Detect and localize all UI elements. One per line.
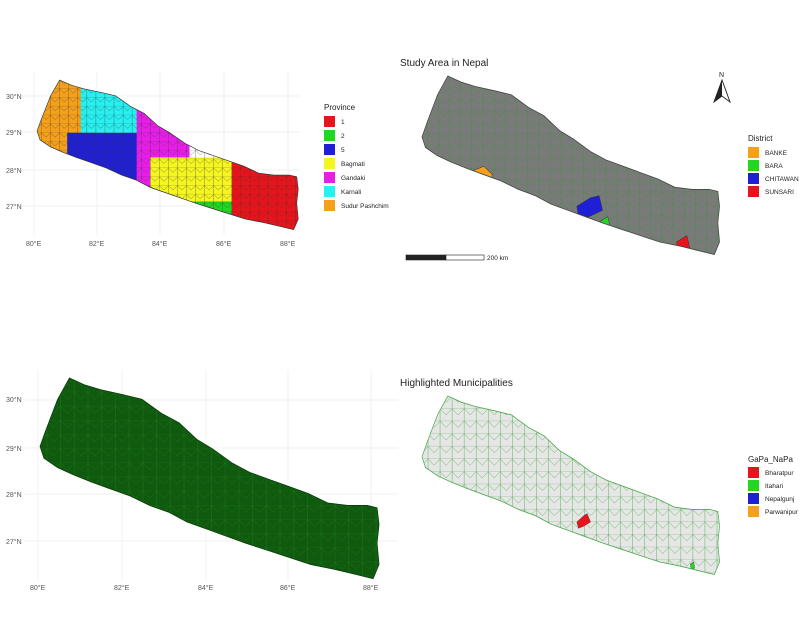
gapa-legend: GaPa_NaPa Bharatpur Itahari Nepalgunj Pa… [748, 455, 799, 517]
north-arrow: N [713, 72, 731, 104]
x-tick: 88°E [363, 584, 379, 592]
legend-item: BANKE [748, 147, 788, 158]
legend-item: Itahari [748, 480, 783, 491]
svg-text:2: 2 [341, 133, 345, 140]
study-area-title: Study Area in Nepal [400, 58, 488, 69]
svg-text:Bagmati: Bagmati [341, 161, 365, 168]
y-tick: 30°N [6, 93, 22, 101]
y-tick: 27°N [6, 203, 22, 211]
svg-text:Gandaki: Gandaki [341, 175, 365, 182]
scale-label: 200 km [487, 255, 508, 262]
y-tick: 29°N [6, 445, 22, 453]
legend-item: Nepalgunj [748, 493, 794, 504]
svg-text:SUNSARI: SUNSARI [765, 189, 794, 196]
legend-item: 2 [324, 130, 345, 141]
x-tick: 84°E [152, 240, 168, 248]
svg-text:CHITAWAN: CHITAWAN [765, 176, 799, 183]
province-map-panel: 30°N 29°N 28°N 27°N 80°E 82°E 84°E 86°E … [6, 72, 389, 248]
legend-item: Karnali [324, 186, 361, 197]
y-tick: 30°N [6, 396, 22, 404]
y-tick: 29°N [6, 129, 22, 137]
svg-text:Nepalgunj: Nepalgunj [765, 496, 794, 503]
x-tick: 86°E [216, 240, 232, 248]
legend-title: GaPa_NaPa [748, 455, 793, 464]
svg-text:Sudur Pashchim: Sudur Pashchim [341, 203, 389, 210]
municipal-map-ticks: 30°N 29°N 28°N 27°N 80°E 82°E 84°E 86°E … [6, 396, 379, 592]
legend-item: Gandaki [324, 172, 365, 183]
svg-text:Karnali: Karnali [341, 189, 361, 196]
legend-title: Province [324, 103, 356, 112]
scale-bar: 200 km [405, 254, 508, 262]
nepal-study-shape [421, 75, 721, 256]
legend-item: 5 [324, 144, 345, 155]
y-tick: 28°N [6, 491, 22, 499]
x-tick: 84°E [198, 584, 214, 592]
svg-text:1: 1 [341, 119, 345, 126]
x-tick: 88°E [280, 240, 296, 248]
svg-text:Bharatpur: Bharatpur [765, 470, 794, 477]
highlighted-title: Highlighted Municipalities [400, 378, 513, 389]
y-tick: 28°N [6, 167, 22, 175]
legend-item: SUNSARI [748, 186, 794, 197]
x-tick: 80°E [30, 584, 46, 592]
nepal-municipal-shape [39, 377, 380, 580]
north-label: N [719, 72, 724, 79]
study-area-panel: Study Area in Nepal N 200 km District BA… [400, 58, 799, 262]
municipal-map-panel: 30°N 29°N 28°N 27°N 80°E 82°E 84°E 86°E … [6, 370, 398, 592]
highlighted-panel: Highlighted Municipalities GaPa_NaPa Bha… [400, 378, 799, 576]
x-tick: 82°E [89, 240, 105, 248]
svg-text:Parwanipur: Parwanipur [765, 509, 799, 516]
y-tick: 27°N [6, 538, 22, 546]
district-legend: District BANKE BARA CHITAWAN SUNSARI [748, 134, 799, 197]
province-legend: Province 1 2 5 Bagmati Gandaki Karnali S… [324, 103, 389, 211]
x-tick: 80°E [26, 240, 42, 248]
province-map-ticks: 30°N 29°N 28°N 27°N 80°E 82°E 84°E 86°E … [6, 93, 296, 248]
svg-text:BANKE: BANKE [765, 150, 788, 157]
svg-text:5: 5 [341, 147, 345, 154]
legend-item: BARA [748, 160, 783, 171]
svg-text:Itahari: Itahari [765, 483, 783, 490]
x-tick: 82°E [114, 584, 130, 592]
svg-text:BARA: BARA [765, 163, 783, 170]
legend-item: 1 [324, 116, 345, 127]
legend-item: Parwanipur [748, 506, 799, 517]
legend-item: CHITAWAN [748, 173, 799, 184]
nepal-province-shape [36, 79, 299, 231]
x-tick: 86°E [280, 584, 296, 592]
legend-item: Sudur Pashchim [324, 200, 389, 211]
legend-item: Bagmati [324, 158, 365, 169]
legend-item: Bharatpur [748, 467, 794, 478]
nepal-highlighted-shape [421, 395, 721, 576]
legend-title: District [748, 134, 773, 143]
